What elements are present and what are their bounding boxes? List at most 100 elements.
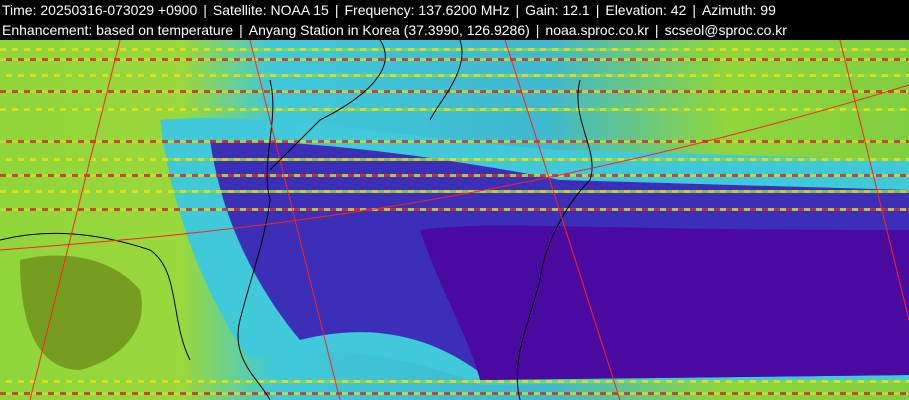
noise-pixel	[558, 392, 564, 395]
noise-pixel	[450, 174, 456, 177]
noise-pixel	[48, 58, 54, 61]
noise-pixel	[462, 58, 468, 61]
noise-pixel	[252, 48, 258, 51]
noise-pixel	[126, 140, 132, 143]
noise-pixel	[168, 74, 174, 77]
noise-pixel	[414, 208, 420, 211]
noise-pixel	[570, 74, 576, 77]
noise-pixel	[738, 58, 744, 61]
noise-pixel	[606, 48, 612, 51]
noise-pixel	[822, 190, 828, 193]
noise-pixel	[738, 108, 744, 111]
noise-pixel	[114, 58, 120, 61]
noise-pixel	[426, 140, 432, 143]
noise-pixel	[342, 158, 348, 161]
noise-pixel	[30, 174, 36, 177]
noise-pixel	[822, 74, 828, 77]
elevation-text: Elevation: 42	[605, 2, 687, 18]
noise-pixel	[96, 140, 102, 143]
noise-pixel	[48, 74, 54, 77]
noise-pixel	[468, 208, 474, 211]
noise-pixel	[642, 208, 648, 211]
noise-pixel	[414, 74, 420, 77]
noise-pixel	[408, 48, 414, 51]
noise-pixel	[228, 90, 234, 93]
noise-pixel	[666, 158, 672, 161]
noise-pixel	[480, 140, 486, 143]
noise-pixel	[42, 74, 48, 77]
noise-pixel	[690, 48, 696, 51]
satellite-image	[0, 40, 909, 400]
noise-pixel	[84, 58, 90, 61]
noise-pixel	[126, 48, 132, 51]
noise-pixel	[360, 158, 366, 161]
noise-pixel	[600, 174, 606, 177]
noise-pixel	[834, 208, 840, 211]
noise-pixel	[540, 58, 546, 61]
noise-pixel	[60, 380, 66, 383]
noise-pixel	[810, 90, 816, 93]
noise-pixel	[744, 58, 750, 61]
noise-pixel	[126, 190, 132, 193]
noise-pixel	[558, 48, 564, 51]
noise-pixel	[720, 174, 726, 177]
noise-pixel	[342, 48, 348, 51]
noise-pixel	[762, 58, 768, 61]
noise-pixel	[156, 190, 162, 193]
noise-pixel	[234, 48, 240, 51]
noise-pixel	[852, 58, 858, 61]
noise-pixel	[216, 174, 222, 177]
noise-pixel	[810, 58, 816, 61]
noise-pixel	[468, 380, 474, 383]
noise-pixel	[204, 208, 210, 211]
noise-pixel	[648, 108, 654, 111]
noise-pixel	[486, 190, 492, 193]
noise-pixel	[144, 90, 150, 93]
noise-pixel	[42, 380, 48, 383]
noise-pixel	[828, 90, 834, 93]
noise-pixel	[618, 58, 624, 61]
noise-pixel	[708, 380, 714, 383]
noise-pixel	[432, 140, 438, 143]
noise-pixel	[102, 392, 108, 395]
noise-pixel	[636, 158, 642, 161]
noise-pixel	[906, 190, 909, 193]
noise-pixel	[168, 140, 174, 143]
noise-pixel	[798, 108, 804, 111]
noise-pixel	[462, 208, 468, 211]
noise-pixel	[228, 48, 234, 51]
noise-pixel	[432, 48, 438, 51]
noise-pixel	[282, 392, 288, 395]
noise-pixel	[324, 208, 330, 211]
noise-pixel	[108, 58, 114, 61]
noise-pixel	[168, 380, 174, 383]
noise-pixel	[618, 380, 624, 383]
noise-pixel	[336, 208, 342, 211]
noise-pixel	[66, 58, 72, 61]
noise-pixel	[126, 108, 132, 111]
noise-pixel	[888, 48, 894, 51]
noise-pixel	[156, 108, 162, 111]
noise-pixel	[510, 48, 516, 51]
noise-pixel	[828, 140, 834, 143]
noise-pixel	[744, 190, 750, 193]
noise-pixel	[636, 58, 642, 61]
noise-pixel	[24, 140, 30, 143]
noise-pixel	[906, 380, 909, 383]
noise-pixel	[360, 208, 366, 211]
noise-pixel	[828, 48, 834, 51]
noise-pixel	[330, 74, 336, 77]
noise-pixel	[30, 190, 36, 193]
noise-pixel	[102, 158, 108, 161]
noise-pixel	[540, 74, 546, 77]
noise-pixel	[378, 208, 384, 211]
noise-pixel	[204, 140, 210, 143]
noise-pixel	[558, 108, 564, 111]
noise-pixel	[168, 392, 174, 395]
noise-pixel	[456, 190, 462, 193]
noise-pixel	[624, 208, 630, 211]
noise-pixel	[732, 108, 738, 111]
noise-pixel	[0, 174, 6, 177]
noise-pixel	[366, 158, 372, 161]
noise-pixel	[582, 140, 588, 143]
